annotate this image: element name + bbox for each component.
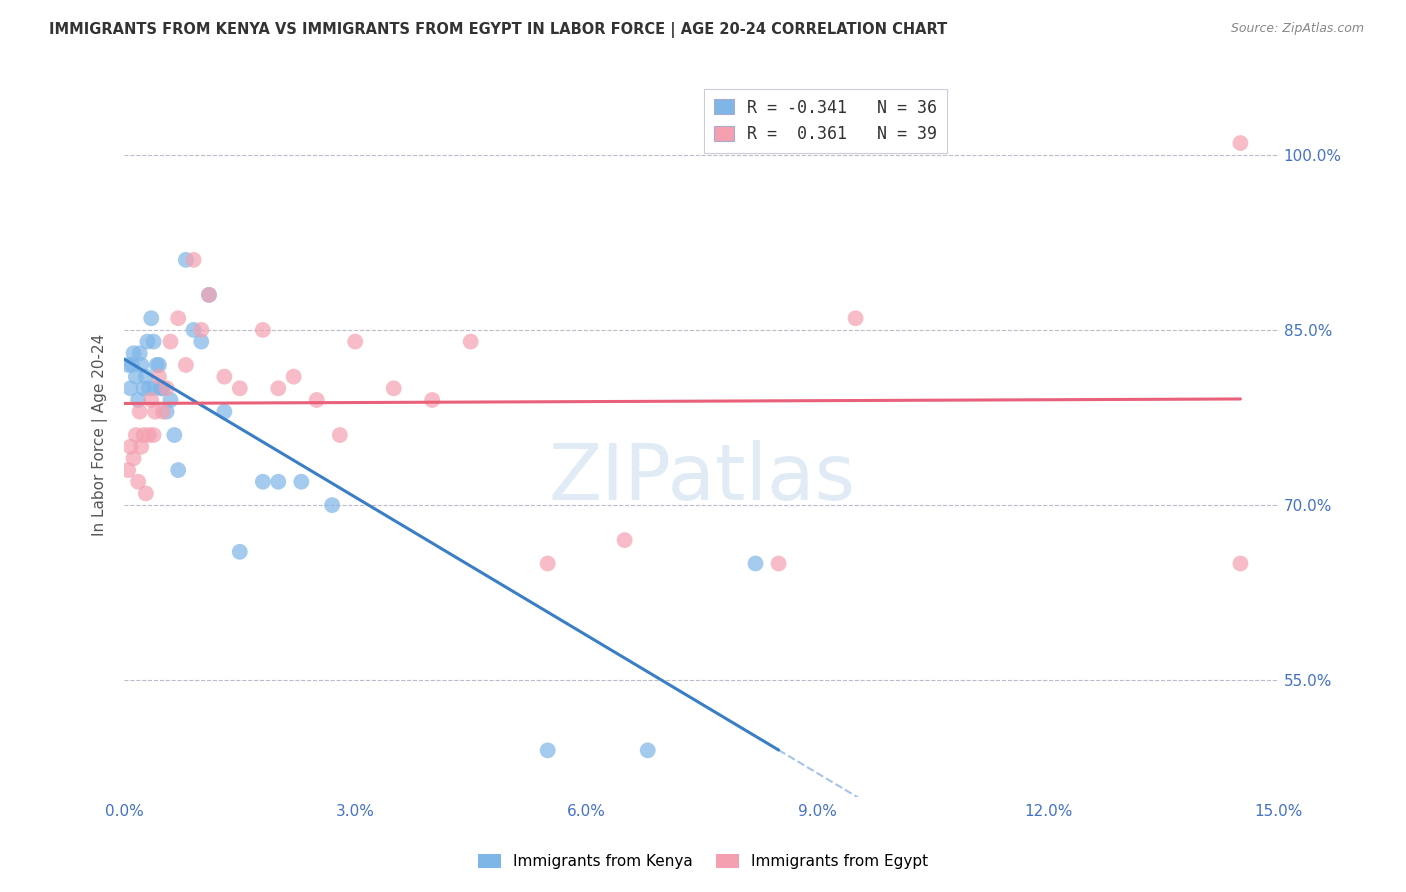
Legend: Immigrants from Kenya, Immigrants from Egypt: Immigrants from Kenya, Immigrants from E… (472, 848, 934, 875)
Point (183, 252, 205, 267)
Y-axis label: In Labor Force | Age 20-24: In Labor Force | Age 20-24 (93, 334, 108, 536)
Point (460, 334, 482, 349)
Point (128, 405, 150, 419)
Point (138, 428, 160, 442)
Point (117, 463, 139, 477)
Point (117, 358, 139, 372)
Point (135, 369, 157, 384)
Point (125, 428, 148, 442)
Point (537, 557, 560, 571)
Point (613, 533, 636, 548)
Point (156, 405, 179, 419)
Point (190, 323, 212, 337)
Point (122, 451, 145, 466)
Point (167, 463, 190, 477)
Point (229, 381, 252, 395)
Point (120, 381, 142, 395)
Text: IMMIGRANTS FROM KENYA VS IMMIGRANTS FROM EGYPT IN LABOR FORCE | AGE 20-24 CORREL: IMMIGRANTS FROM KENYA VS IMMIGRANTS FROM… (49, 22, 948, 38)
Text: Source: ZipAtlas.com: Source: ZipAtlas.com (1230, 22, 1364, 36)
Point (159, 334, 181, 349)
Point (138, 381, 160, 395)
Point (159, 392, 181, 407)
Point (768, 557, 790, 571)
Point (214, 369, 236, 384)
Point (344, 334, 367, 349)
Point (845, 311, 868, 326)
Point (283, 369, 305, 384)
Point (267, 475, 290, 489)
Point (637, 743, 659, 757)
Point (141, 392, 163, 407)
Point (120, 440, 142, 454)
Point (290, 475, 312, 489)
Point (132, 428, 155, 442)
Point (127, 475, 149, 489)
Point (198, 288, 221, 302)
Point (129, 358, 152, 372)
Point (128, 346, 150, 360)
Point (141, 311, 163, 326)
Point (252, 323, 274, 337)
Point (329, 428, 352, 442)
Point (132, 381, 155, 395)
Point (121, 358, 143, 372)
Point (142, 428, 165, 442)
Point (537, 743, 560, 757)
Point (145, 358, 167, 372)
Point (143, 405, 166, 419)
Point (129, 440, 152, 454)
Point (148, 358, 170, 372)
Point (214, 405, 236, 419)
Point (122, 346, 145, 360)
Point (183, 323, 205, 337)
Point (142, 334, 165, 349)
Point (148, 369, 170, 384)
Point (156, 381, 179, 395)
Point (125, 369, 148, 384)
Point (150, 381, 173, 395)
Point (152, 405, 174, 419)
Point (167, 311, 190, 326)
Point (420, 392, 443, 407)
Point (163, 428, 186, 442)
Point (174, 252, 197, 267)
Point (135, 486, 157, 500)
Point (744, 557, 766, 571)
Point (127, 392, 149, 407)
Point (267, 381, 290, 395)
Point (190, 334, 212, 349)
Point (152, 381, 174, 395)
Point (252, 475, 274, 489)
Point (382, 381, 405, 395)
Point (305, 392, 328, 407)
Point (1229, 136, 1251, 150)
Text: ZIPatlas: ZIPatlas (548, 441, 855, 516)
Point (136, 334, 159, 349)
Point (174, 358, 197, 372)
Point (198, 288, 221, 302)
Point (1229, 557, 1251, 571)
Point (229, 545, 252, 559)
Point (321, 498, 343, 512)
Legend: R = -0.341   N = 36, R =  0.361   N = 39: R = -0.341 N = 36, R = 0.361 N = 39 (704, 88, 948, 153)
Point (143, 381, 166, 395)
